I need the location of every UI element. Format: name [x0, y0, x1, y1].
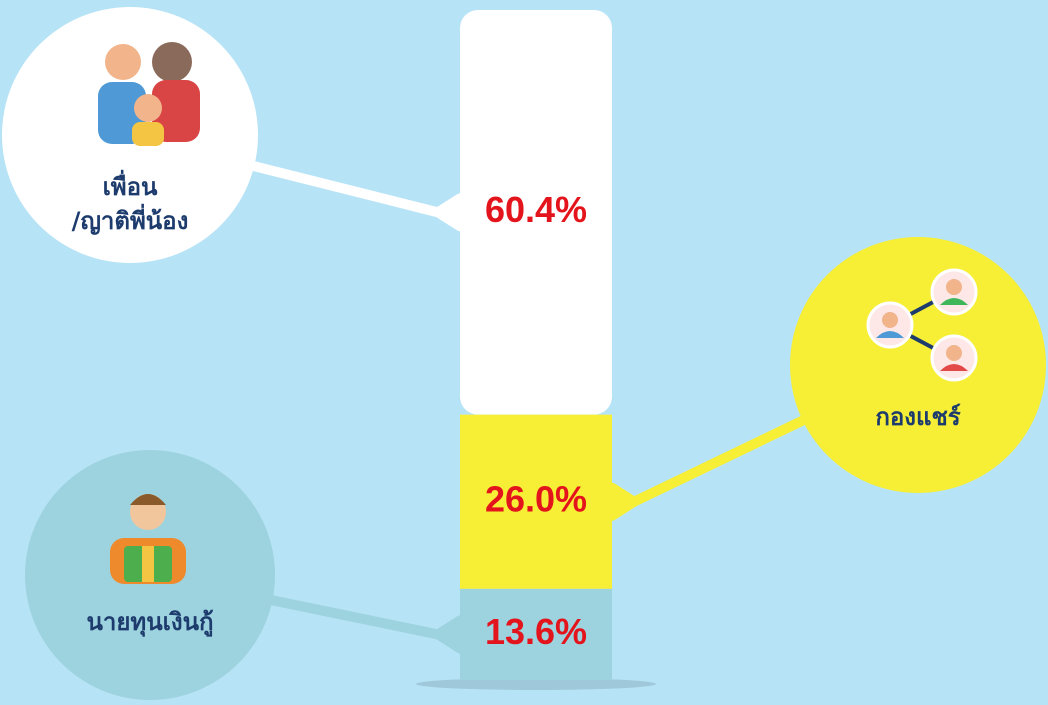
bar-segment: [460, 10, 612, 415]
share-icon: [866, 268, 978, 382]
lender-icon: [110, 494, 186, 584]
value-label: 13.6%: [485, 611, 587, 652]
category-label: นายทุนเงินกู้: [86, 608, 214, 636]
value-label: 26.0%: [485, 478, 587, 519]
bar-segment: [460, 414, 612, 589]
bar-segment: [460, 588, 612, 680]
family-icon: [98, 42, 200, 146]
category-label: เพื่อน /ญาติพี่น้อง: [71, 173, 189, 235]
category-label: กองแชร์: [875, 403, 961, 431]
value-label: 60.4%: [485, 189, 587, 230]
category-circle: [790, 237, 1046, 493]
bar-shadow: [416, 678, 656, 690]
